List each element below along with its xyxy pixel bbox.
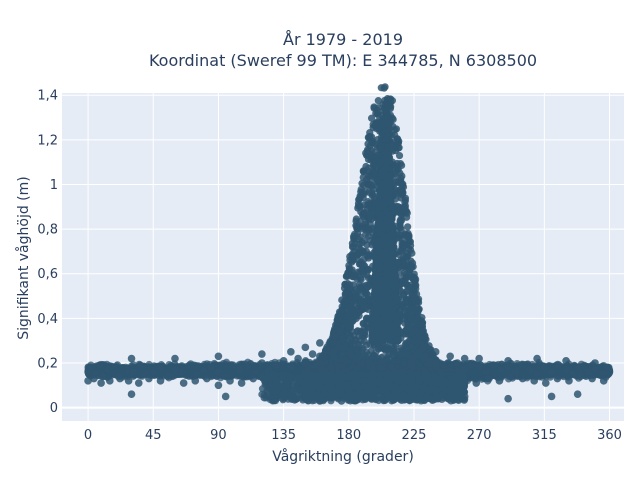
chart-title: År 1979 - 2019 [283, 30, 403, 49]
data-points [84, 83, 614, 405]
chart-subtitle: Koordinat (Sweref 99 TM): E 344785, N 63… [149, 51, 537, 70]
